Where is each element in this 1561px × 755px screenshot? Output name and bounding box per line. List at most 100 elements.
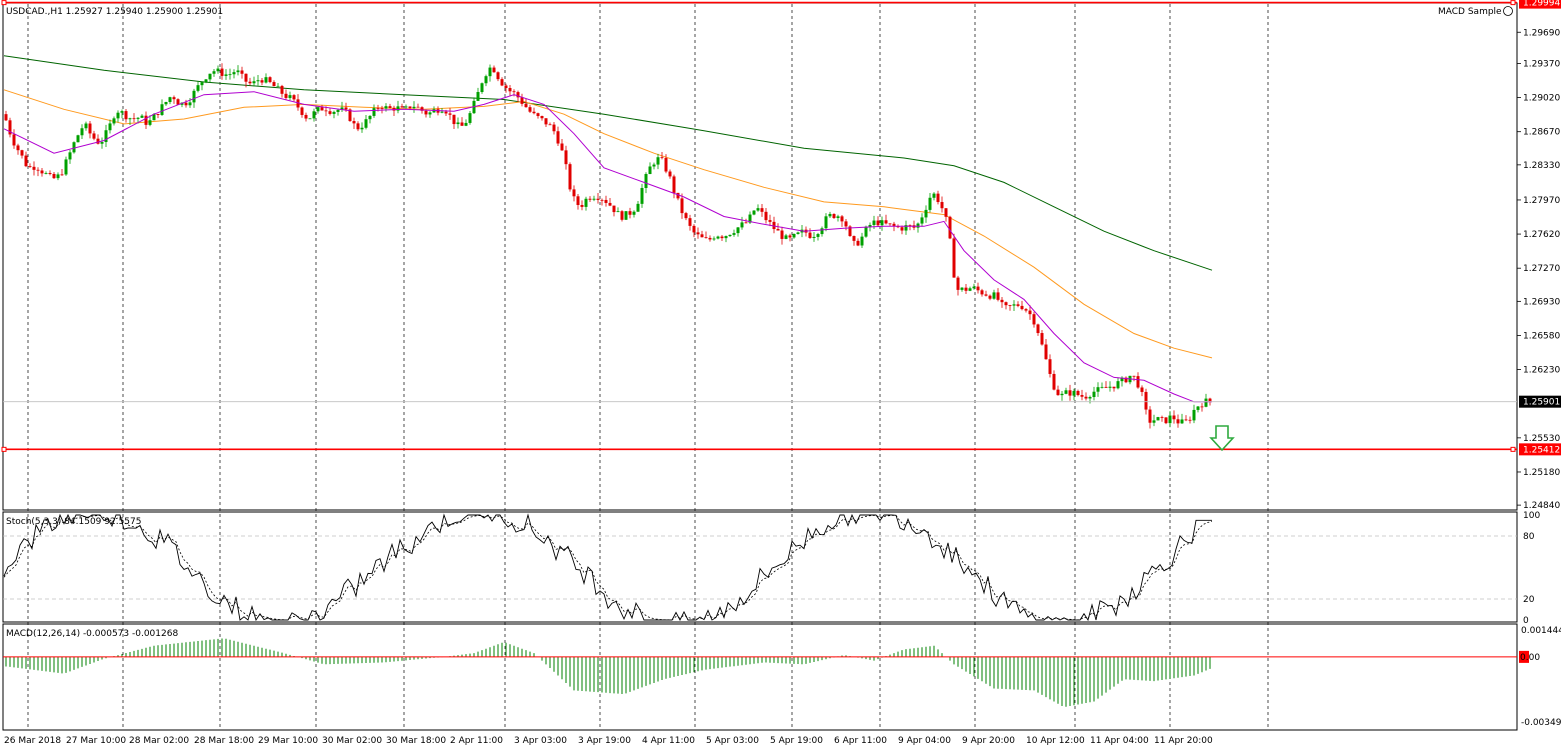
level-handle[interactable] <box>1510 0 1516 6</box>
candle-body <box>640 187 644 204</box>
candle-body <box>724 236 728 239</box>
ma-mid-line <box>3 89 1213 359</box>
candle-body <box>560 143 564 151</box>
candle-body <box>748 214 752 223</box>
candle-body <box>124 111 128 120</box>
candle-body <box>948 216 952 239</box>
candle-body <box>1120 377 1124 382</box>
candle-body <box>732 233 736 235</box>
candle-body <box>100 142 104 144</box>
candle-body <box>624 211 628 220</box>
candle-body <box>408 106 412 109</box>
candle-body <box>60 174 64 176</box>
candle-body <box>1040 333 1044 345</box>
candle-body <box>380 108 384 109</box>
candle-body <box>360 127 364 130</box>
candle-body <box>308 118 312 120</box>
candle-body <box>1004 302 1008 306</box>
candle-body <box>1200 406 1204 408</box>
candle-body <box>440 111 444 113</box>
candle-body <box>144 115 148 125</box>
candle-body <box>608 202 612 206</box>
time-tick-label: 9 Apr 04:00 <box>898 736 951 746</box>
level-price-tag <box>1519 443 1561 456</box>
level-handle[interactable] <box>1 0 7 6</box>
level-handle[interactable] <box>1510 446 1516 452</box>
candle-body <box>848 226 852 237</box>
candle-body <box>388 106 392 108</box>
candle-body <box>344 107 348 110</box>
price-tick-label: 1.27970 <box>1523 196 1560 206</box>
candle-body <box>864 226 868 237</box>
candle-body <box>960 287 964 290</box>
candle-body <box>1108 386 1112 388</box>
candle-body <box>492 67 496 73</box>
candle-body <box>980 290 984 295</box>
macd-series <box>3 638 1517 707</box>
candle-body <box>1060 393 1064 396</box>
candle-body <box>1180 419 1184 424</box>
candle-body <box>688 218 692 226</box>
level-price-tag <box>1519 0 1561 9</box>
candle-body <box>44 173 48 174</box>
candle-body <box>284 93 288 98</box>
candle-body <box>956 277 960 290</box>
candle-body <box>780 230 784 239</box>
candle-body <box>200 82 204 86</box>
candle-body <box>364 119 368 128</box>
candle-body <box>1112 386 1116 389</box>
candle-body <box>232 72 236 75</box>
candle-body <box>476 92 480 101</box>
candle-body <box>188 102 192 106</box>
candle-body <box>1172 415 1176 420</box>
candle-body <box>1072 390 1076 396</box>
candle-body <box>300 107 304 115</box>
candle-body <box>208 73 212 80</box>
candle-body <box>212 71 216 74</box>
candle-body <box>1088 397 1092 399</box>
candle-body <box>884 220 888 224</box>
indicator-settings-icon[interactable] <box>1503 6 1513 16</box>
time-tick-label: 11 Apr 04:00 <box>1090 736 1149 746</box>
candle-body <box>1080 395 1084 397</box>
time-tick-label: 27 Mar 10:00 <box>66 736 126 746</box>
candle-body <box>204 79 208 83</box>
level-handle[interactable] <box>1 446 7 452</box>
price-tick-label: 1.26230 <box>1523 366 1560 376</box>
candle-body <box>836 216 840 218</box>
candle-body <box>68 152 72 160</box>
candle-body <box>600 199 604 201</box>
candle-body <box>12 134 16 146</box>
candle-body <box>528 107 532 112</box>
candle-body <box>448 113 452 115</box>
candle-body <box>984 294 988 296</box>
candle-body <box>964 287 968 291</box>
candle-body <box>1032 314 1036 325</box>
candle-body <box>936 193 940 203</box>
candle-body <box>216 68 220 72</box>
candle-body <box>620 211 624 220</box>
level-price-label: 1.29994 <box>1523 0 1560 9</box>
price-tick-label: 1.28330 <box>1523 161 1560 171</box>
price-tick-label: 1.25180 <box>1523 468 1560 478</box>
candle-body <box>28 166 32 167</box>
candle-body <box>84 123 88 129</box>
candle-body <box>1124 377 1128 383</box>
candle-body <box>568 164 572 190</box>
candle-body <box>160 104 164 115</box>
time-tick-label: 30 Mar 02:00 <box>322 736 382 746</box>
candle-body <box>828 213 832 217</box>
candle-body <box>1028 310 1032 315</box>
candle-body <box>252 81 256 84</box>
stoch-label: Stoch(5,3,3) 84.1509 92.5575 <box>6 517 141 527</box>
price-tick-label: 1.24840 <box>1523 501 1560 511</box>
candle-body <box>660 157 664 159</box>
candle-body <box>32 166 36 170</box>
candle-body <box>292 95 296 100</box>
time-tick-label: 3 Apr 03:00 <box>514 736 567 746</box>
indicator-name: MACD Sample <box>1438 7 1502 17</box>
candle-body <box>80 128 84 136</box>
candle-body <box>4 114 8 121</box>
